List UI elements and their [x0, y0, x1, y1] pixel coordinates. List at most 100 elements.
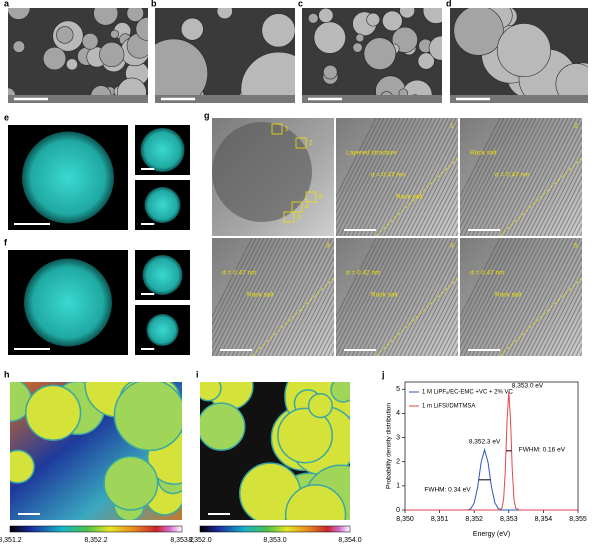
lattice-fringe [336, 238, 381, 326]
lattice-fringe [351, 238, 413, 356]
colorbar [9, 525, 183, 533]
lattice-fringe [212, 238, 253, 318]
annotation: d = 0.47 nm [371, 172, 406, 179]
particle [22, 131, 114, 224]
particle [42, 46, 67, 71]
particle [399, 8, 416, 19]
lattice-fringe [431, 183, 458, 236]
lattice-fringe [275, 240, 334, 356]
annotation: FWHM: 0.34 eV [424, 487, 471, 494]
lattice-fringe [259, 238, 321, 356]
lattice-fringe [460, 118, 517, 230]
y-tick-label: 1 [396, 483, 400, 490]
lattice-fringe [475, 238, 537, 356]
lattice-fringe [543, 159, 582, 236]
lattice-fringe [336, 238, 385, 334]
image-bottom [155, 95, 295, 103]
lattice-fringe [495, 118, 557, 236]
panel-image [8, 8, 148, 103]
particle [323, 64, 338, 80]
annotation: d = 0.47 nm [495, 172, 530, 179]
lattice-fringe [399, 120, 458, 236]
lattice-fringe [460, 238, 513, 342]
lattice-fringe [491, 238, 553, 356]
lattice-fringe [460, 118, 501, 198]
lattice-fringe [467, 238, 529, 356]
x-axis-label: Energy (eV) [473, 531, 510, 538]
lattice-fringe [511, 118, 573, 236]
annotation: Layered structure [346, 150, 397, 157]
lattice-fringe [311, 311, 334, 356]
lattice-fringe [343, 118, 405, 236]
annotation: d = 0.47 nm [470, 270, 505, 277]
particle [216, 8, 233, 20]
y-tick-label: 0 [396, 507, 400, 514]
lattice-fringe [336, 238, 393, 350]
colorbar-tick-label: 8,354.0 [338, 537, 361, 544]
lattice-fringe [519, 118, 581, 236]
particle [10, 449, 35, 484]
lattice-fringe [487, 118, 549, 236]
panel-label: a [4, 0, 10, 8]
lattice-fringe [212, 238, 265, 342]
lattice-fringe [336, 118, 381, 206]
particle [366, 12, 381, 27]
lattice-fringe [563, 199, 582, 236]
lattice-fringe [515, 118, 577, 236]
panel-label: i [196, 369, 199, 379]
lattice-fringe [584, 238, 600, 356]
lattice-fringe [460, 238, 517, 350]
lattice-fringe [443, 327, 458, 356]
lattice-fringe [399, 240, 458, 356]
particle [363, 37, 397, 70]
particle [318, 8, 334, 23]
particle [307, 393, 333, 419]
panel-image [155, 8, 295, 103]
annotation: FWHM: 0.16 eV [519, 446, 566, 453]
region-box [283, 211, 295, 223]
lattice-fringe [547, 167, 582, 236]
cell-number: 5 [574, 243, 578, 250]
y-tick-label: 3 [396, 434, 400, 441]
lattice-fringe [460, 238, 521, 356]
lattice-fringe [423, 287, 458, 356]
lattice-fringe [519, 238, 581, 356]
edge-line [499, 157, 582, 236]
region-box [295, 137, 307, 149]
image-bottom [302, 95, 442, 103]
y-tick-label: 4 [396, 410, 400, 417]
region-box [291, 201, 303, 213]
lattice-fringe [383, 118, 445, 236]
panel-label: j [381, 369, 385, 379]
lattice-fringe [423, 167, 458, 236]
lattice-fringe [460, 238, 501, 318]
lattice-fringe [555, 183, 582, 236]
annotation: Rock salt [371, 292, 398, 299]
lattice-fringe [527, 128, 582, 236]
lattice-fringe [567, 207, 582, 236]
lattice-fringe [439, 199, 458, 236]
lattice-fringe [523, 240, 582, 356]
lattice-fringe [460, 238, 509, 334]
particle [99, 41, 125, 68]
panel-image [336, 238, 458, 356]
lattice-fringe [343, 238, 405, 356]
lattice-fringe [255, 238, 317, 356]
lattice-fringe [543, 279, 582, 356]
lattice-fringe [212, 238, 261, 334]
particle [355, 33, 365, 43]
particle [146, 314, 179, 346]
colorbar-tick-label: 8,352.2 [84, 537, 107, 544]
lattice-fringe [279, 248, 334, 356]
lattice-fringe [303, 295, 334, 356]
lattice-fringe [339, 238, 401, 356]
panel-label: b [151, 0, 157, 8]
lattice-fringe [336, 118, 385, 214]
lattice-fringe [336, 238, 397, 356]
lattice-fringe [487, 238, 549, 356]
particle [81, 33, 99, 50]
lattice-fringe [336, 118, 393, 230]
lattice-fringe [499, 118, 561, 236]
x-tick-label: 8,351 [431, 516, 449, 523]
lattice-fringe [592, 238, 600, 356]
